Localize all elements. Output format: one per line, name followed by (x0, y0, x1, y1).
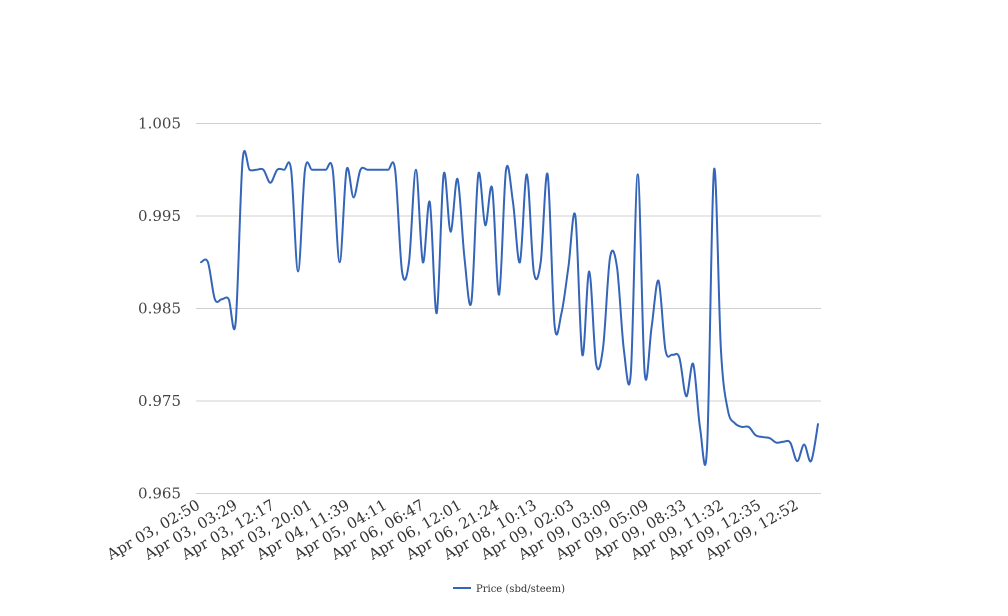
series-layer (200, 149, 819, 466)
y-axis-ticks: 1.005 0.995 0.985 0.975 0.965 (138, 115, 181, 503)
y-tick-label: 0.975 (138, 392, 181, 410)
series-line-price (200, 149, 819, 466)
y-tick-label: 0.965 (138, 485, 181, 503)
grid-layer (196, 123, 821, 494)
y-tick-label: 1.005 (138, 115, 181, 133)
y-tick-label: 0.995 (138, 207, 181, 225)
y-tick-label: 0.985 (138, 300, 181, 318)
legend: Price (sbd/steem) (453, 584, 565, 595)
legend-label: Price (sbd/steem) (476, 584, 565, 595)
